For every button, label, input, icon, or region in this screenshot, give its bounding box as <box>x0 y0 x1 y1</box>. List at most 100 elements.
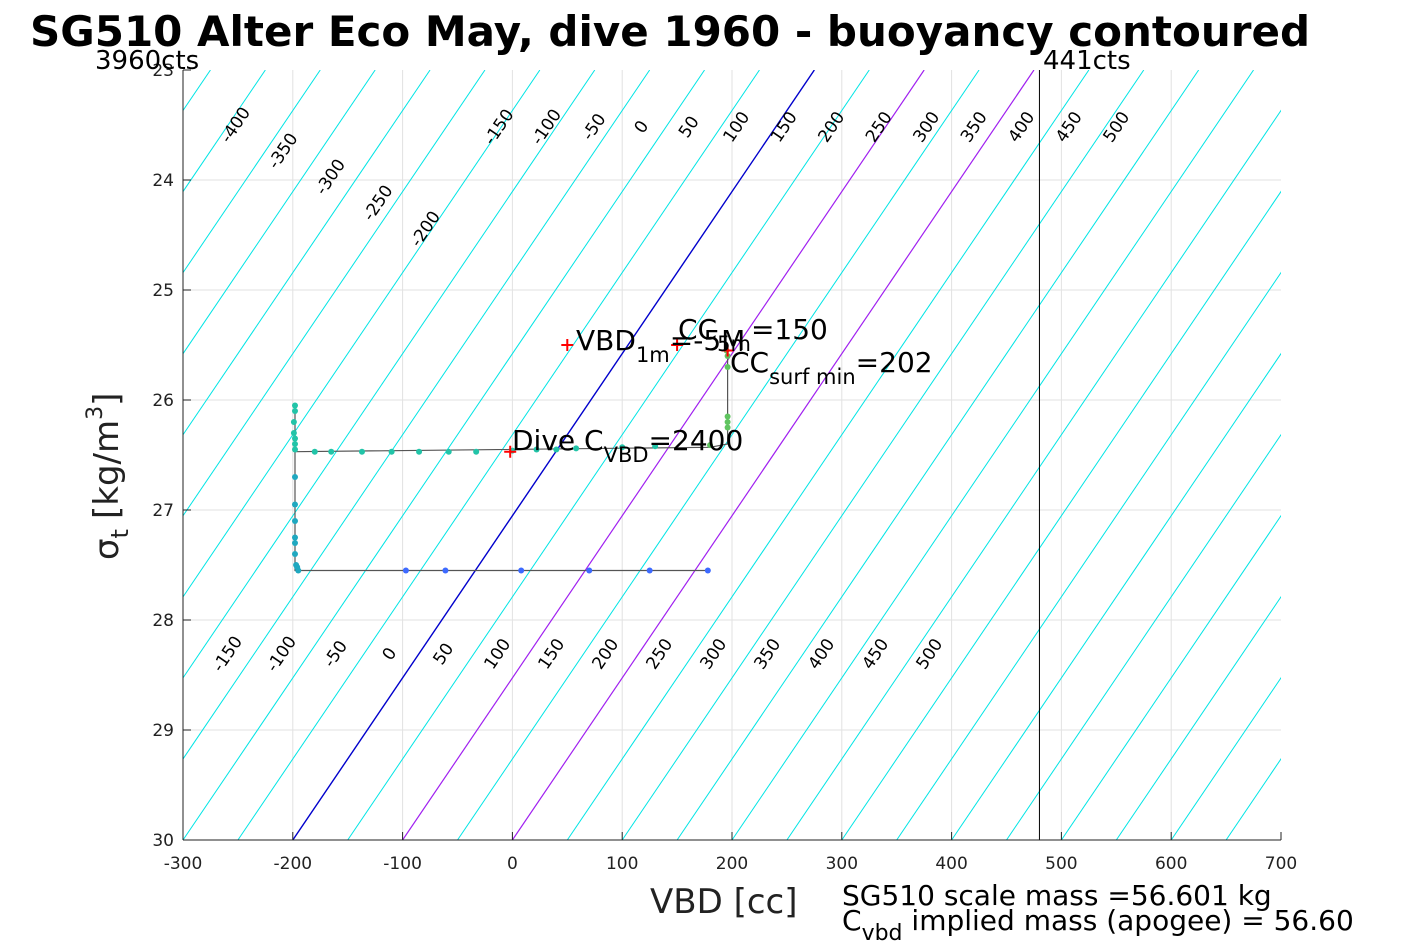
x-tick-label: 300 <box>826 854 858 874</box>
data-point <box>291 501 298 508</box>
data-point <box>358 448 365 455</box>
contour-line <box>1280 839 1281 840</box>
data-point <box>291 551 298 557</box>
data-point <box>290 419 297 425</box>
y-tick-label: 30 <box>152 831 174 851</box>
contour-line <box>0 70 46 840</box>
data-point <box>646 567 653 574</box>
contour-line <box>183 70 541 598</box>
contour-line <box>566 70 1090 840</box>
data-point <box>442 567 449 574</box>
chart-title: SG510 Alter Eco May, dive 1960 - buoyanc… <box>30 7 1310 56</box>
data-point <box>291 534 298 541</box>
contour-line <box>841 190 1281 840</box>
data-point <box>291 540 298 546</box>
mass-line-1: SG510 scale mass =56.601 kg <box>842 879 1272 912</box>
y-axis-label: σt [kg/m3] <box>83 393 134 560</box>
contours <box>0 70 1417 840</box>
contour-line <box>1060 514 1281 840</box>
contour-line <box>1115 595 1281 840</box>
contour-line <box>183 70 705 840</box>
contour-line <box>292 70 815 840</box>
y-tick-label: 27 <box>152 501 174 521</box>
dive-path <box>294 350 729 572</box>
data-point <box>416 448 423 455</box>
data-point <box>291 474 298 480</box>
data-point <box>553 446 560 453</box>
data-point <box>291 518 298 524</box>
svg-text:σt[kg/m3]: σt [kg/m3] <box>83 393 134 560</box>
red-marker <box>721 344 734 357</box>
contour-line <box>0 70 101 840</box>
data-point <box>652 443 659 450</box>
data-point <box>724 419 731 425</box>
data-point <box>724 364 731 370</box>
annotation-cc5m: CC5m=150 <box>678 313 828 356</box>
data-point <box>533 446 540 453</box>
x-tick-label: -300 <box>164 854 203 874</box>
annotation-dive-cvbd: Dive CVBD=2400 <box>512 424 743 467</box>
data-point <box>704 567 711 574</box>
data-point <box>619 444 626 451</box>
y-tick-label: 23 <box>152 61 174 81</box>
x-tick-label: 400 <box>935 854 967 874</box>
contour-line <box>1006 433 1281 840</box>
x-tick-label: -200 <box>274 854 313 874</box>
data-point <box>388 448 395 455</box>
axes: -300 -200 -100 0 100 200 300 400 500 600 700 23 24 25… <box>152 61 1297 874</box>
ylabel-unit-close: ] <box>87 393 127 406</box>
contour-line <box>511 70 1035 840</box>
data-point <box>291 435 298 442</box>
data-point <box>707 442 714 449</box>
data-point <box>573 445 580 452</box>
data-point <box>311 448 318 455</box>
grid <box>183 70 1281 840</box>
mass-line-2: Cvbd implied mass (apogee) = 56.60 <box>842 904 1354 945</box>
contour-line <box>951 352 1281 840</box>
data-point <box>402 567 409 574</box>
counts-left: 3960cts <box>95 46 199 76</box>
contour-line <box>183 70 431 436</box>
contour-line <box>786 109 1281 840</box>
y-tick-label: 28 <box>152 611 174 631</box>
contour-line <box>621 70 1145 840</box>
contour-line <box>183 70 321 274</box>
data-point <box>445 448 452 455</box>
ylabel-sub: t <box>106 529 134 538</box>
contour-line <box>183 70 486 517</box>
x-tick-label: 100 <box>606 854 638 874</box>
data-point <box>291 408 298 414</box>
red-marker <box>504 445 517 458</box>
data-point <box>290 430 297 436</box>
red-marker <box>671 339 684 351</box>
y-tick-label: 24 <box>152 171 174 191</box>
contour-line <box>457 70 980 840</box>
x-axis-label: VBD [cc] <box>650 882 798 922</box>
contour-line <box>0 70 156 840</box>
data-point <box>518 567 525 574</box>
data-point <box>724 413 731 420</box>
contour-line <box>1391 70 1417 840</box>
contour-line <box>237 70 760 840</box>
x-tick-label: 600 <box>1155 854 1187 874</box>
annotation-vbd1m: VBD1m=-5M <box>576 324 745 367</box>
ylabel-unit-sup: 3 <box>83 406 108 420</box>
contour-lines <box>0 70 1417 840</box>
counts-right: 441cts <box>1043 46 1131 76</box>
x-tick-label: 700 <box>1265 854 1297 874</box>
x-tick-label: 0 <box>507 854 518 874</box>
data-point <box>291 402 298 409</box>
ylabel-main: σ <box>87 538 127 560</box>
ylabel-unit: [kg/m <box>87 420 127 519</box>
y-tick-label: 26 <box>152 391 174 411</box>
contour-line <box>183 70 596 679</box>
x-tick-label: 200 <box>716 854 748 874</box>
x-tick-label: 500 <box>1045 854 1077 874</box>
data-point <box>295 567 302 574</box>
data-point <box>473 448 480 455</box>
data-point <box>586 567 593 574</box>
contour-line <box>1170 677 1281 840</box>
y-tick-label: 29 <box>152 721 174 741</box>
data-point <box>291 441 298 447</box>
